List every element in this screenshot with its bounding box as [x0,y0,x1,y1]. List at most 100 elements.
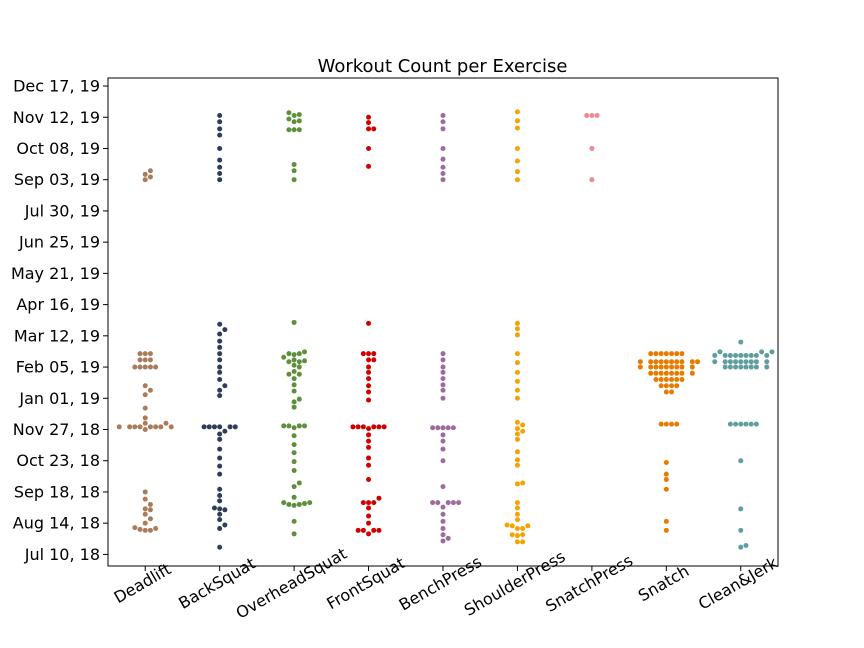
data-point-snatch [648,364,654,370]
data-point-backsquat [217,157,223,163]
data-point-backsquat [217,364,223,370]
x-tick-label: Snatch [635,561,692,605]
data-point-frontsquat [366,476,372,482]
data-point-backsquat [217,471,223,477]
data-point-shoulderpress [514,457,520,463]
data-point-overheadsquat [291,502,297,508]
data-point-deadlift [142,427,148,433]
data-point-shoulderpress [514,326,520,332]
data-point-overheadsquat [291,468,297,474]
data-point-clean-jerk [753,352,759,358]
data-point-benchpress [450,500,456,506]
data-point-backsquat [201,424,207,430]
data-point-backsquat [222,383,228,389]
data-point-shoulderpress [514,511,520,517]
data-point-backsquat [211,505,217,511]
data-point-snatch [669,421,675,427]
data-point-deadlift [137,357,143,363]
y-tick-label: Dec 17, 19 [13,77,100,96]
data-point-deadlift [147,357,153,363]
data-point-deadlift [142,415,148,421]
data-point-frontsquat [366,351,372,357]
data-point-frontsquat [366,126,372,132]
data-point-benchpress [440,395,446,401]
data-point-clean-jerk [759,349,765,355]
y-axis: Jul 10, 18 Aug 14, 18 Sep 18, 18 Oct 23, 18… [11,77,108,564]
data-point-snatch [648,351,654,357]
data-point-backsquat [217,177,223,183]
data-point-backsquat [217,112,223,118]
y-tick-label: Jul 30, 19 [24,201,100,220]
data-point-benchpress [450,425,456,431]
data-point-snatch [663,389,669,395]
data-point-shoulderpress [514,169,520,175]
x-axis: Deadlift BackSquatOverheadSquatFrontSquat… [111,544,782,623]
data-point-overheadsquat [286,351,292,357]
data-point-snatch [674,421,680,427]
data-point-frontsquat [366,520,372,526]
data-point-snatchpress [589,145,595,151]
data-point-backsquat [217,446,223,452]
data-point-overheadsquat [296,480,302,486]
data-point-clean-jerk [727,359,733,365]
data-point-shoulderpress [509,532,515,538]
data-point-shoulderpress [514,125,520,131]
data-point-benchpress [440,438,446,444]
data-point-shoulderpress [514,505,520,511]
data-point-deadlift [147,516,153,522]
data-point-snatchpress [584,112,590,118]
data-point-snatch [658,364,664,370]
data-point-clean-jerk [743,364,749,370]
data-point-deadlift [147,527,153,533]
data-point-deadlift [147,424,153,430]
data-point-clean-jerk [733,364,739,370]
data-point-clean-jerk [733,359,739,365]
data-point-shoulderpress [520,480,526,486]
data-point-overheadsquat [291,494,297,500]
data-point-backsquat [211,424,217,430]
y-tick-label: Nov 12, 19 [13,108,100,127]
data-point-benchpress [440,518,446,524]
data-point-frontsquat [366,397,372,403]
data-point-frontsquat [366,531,372,537]
data-point-snatch [669,351,675,357]
data-point-deadlift [142,405,148,411]
data-point-overheadsquat [296,351,302,357]
data-point-snatch [648,370,654,376]
data-point-deadlift [142,511,148,517]
data-point-snatch [648,359,654,365]
data-point-shoulderpress [514,320,520,326]
data-point-shoulderpress [514,449,520,455]
data-point-clean-jerk [738,506,744,512]
data-point-benchpress [435,425,441,431]
data-point-snatch [663,476,669,482]
data-point-snatch [679,377,685,383]
data-point-overheadsquat [291,168,297,174]
data-point-frontsquat [366,389,372,395]
data-point-overheadsquat [291,319,297,325]
data-point-frontsquat [366,357,372,363]
data-point-deadlift [168,424,174,430]
data-point-snatchpress [589,112,595,118]
plot-frame [107,77,779,567]
data-point-frontsquat [366,444,372,450]
data-point-shoulderpress [514,177,520,183]
data-point-snatch [653,351,659,357]
data-point-snatch [663,421,669,427]
data-point-frontsquat [371,500,377,506]
data-point-overheadsquat [291,162,297,168]
data-point-snatch [663,377,669,383]
data-point-clean-jerk [738,339,744,345]
data-point-benchpress [440,484,446,490]
data-point-deadlift [142,506,148,512]
data-point-clean-jerk [764,352,770,358]
data-point-benchpress [440,119,446,125]
data-point-shoulderpress [514,145,520,151]
data-point-deadlift [158,424,164,430]
data-point-deadlift [142,177,148,183]
data-point-overheadsquat [302,349,308,355]
data-point-overheadsquat [291,399,297,405]
data-point-overheadsquat [286,501,292,507]
data-point-snatch [653,377,659,383]
